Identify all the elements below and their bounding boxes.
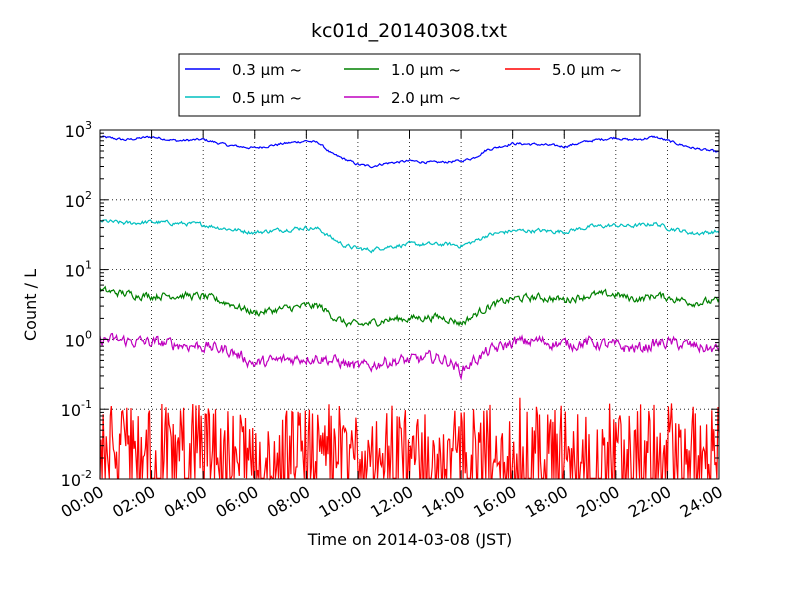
y-tick-label: 10-2 bbox=[61, 468, 92, 490]
x-axis-label: Time on 2014-03-08 (JST) bbox=[307, 530, 512, 549]
y-tick-label: 100 bbox=[65, 328, 92, 350]
series-line bbox=[99, 332, 720, 381]
y-tick-label: 103 bbox=[65, 119, 92, 141]
legend: 0.3 μm ~ 0.5 μm ~ 1.0 μm ~ 2.0 μm ~ 5.0 μm ~ bbox=[178, 53, 641, 117]
y-tick-label: 102 bbox=[65, 189, 92, 211]
legend-box bbox=[178, 53, 641, 117]
chart-title: kc01d_20140308.txt bbox=[311, 20, 507, 42]
legend-label: 0.5 μm ~ bbox=[232, 89, 302, 107]
legend-label: 5.0 μm ~ bbox=[552, 61, 622, 79]
legend-label: 2.0 μm ~ bbox=[391, 89, 461, 107]
series-line bbox=[99, 219, 720, 254]
y-axis-label: Count / L bbox=[21, 269, 40, 341]
legend-label: 0.3 μm ~ bbox=[232, 61, 302, 79]
legend-label: 1.0 μm ~ bbox=[391, 61, 461, 79]
ticks bbox=[99, 129, 720, 480]
series-line bbox=[99, 285, 720, 328]
y-tick-label: 10-1 bbox=[61, 398, 92, 420]
y-tick-labels: 10-2 10-1 100 101 102 103 bbox=[61, 119, 92, 490]
y-tick-label: 101 bbox=[65, 259, 92, 281]
